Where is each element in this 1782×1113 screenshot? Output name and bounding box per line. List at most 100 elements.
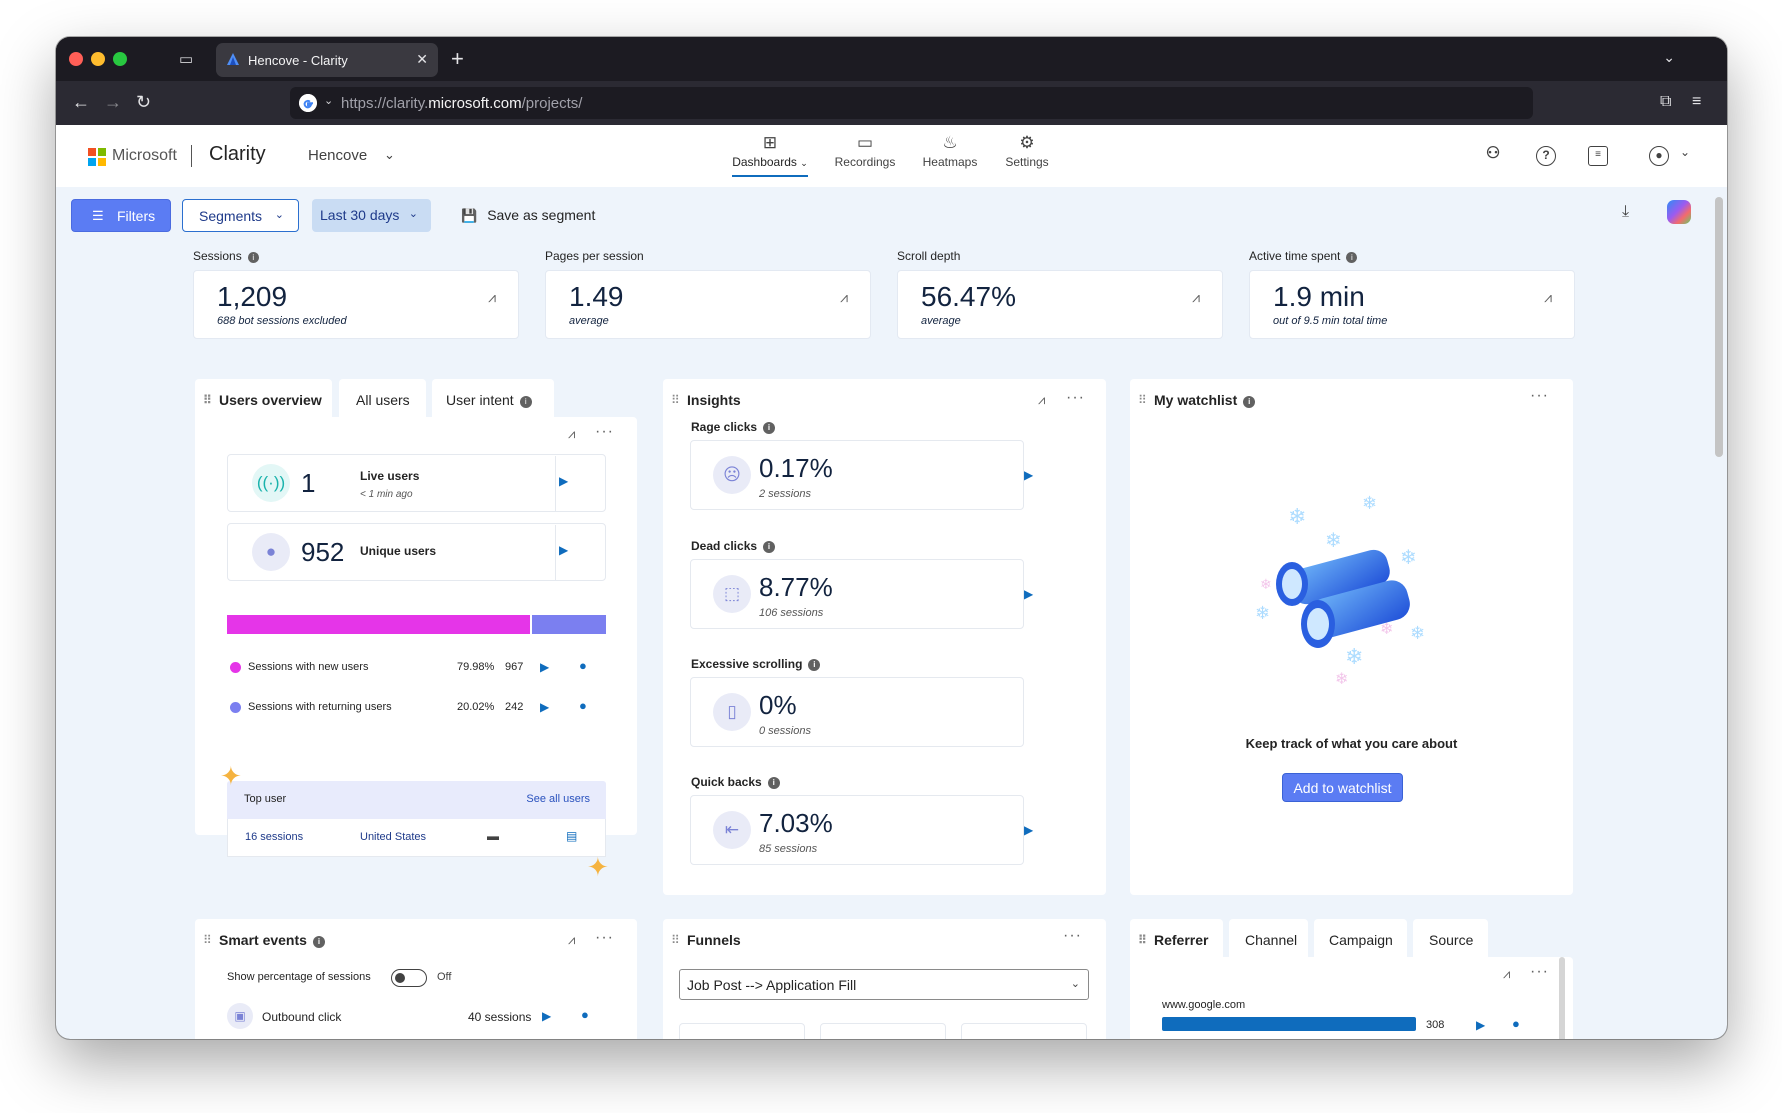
copilot-icon[interactable] xyxy=(1667,200,1691,224)
browser-tab[interactable]: Hencove - Clarity ✕ xyxy=(216,43,438,77)
info-icon[interactable]: i xyxy=(519,396,532,408)
live-users-card[interactable]: ((·)) 1 Live users < 1 min ago ▶ xyxy=(227,454,606,512)
drag-handle-icon[interactable]: ⠿ xyxy=(671,393,680,407)
bar-returning-users[interactable] xyxy=(532,615,606,634)
nav-recordings[interactable]: ▭ Recordings xyxy=(834,133,896,169)
tab-all-users[interactable]: All users xyxy=(339,379,426,419)
project-selector[interactable]: Hencove xyxy=(308,147,368,164)
product-name[interactable]: Clarity xyxy=(209,143,266,165)
insight-card-quick-backs[interactable]: ⇤ 7.03% 85 sessions ▶ xyxy=(690,795,1033,865)
metric-card-scroll-depth[interactable]: 56.47% average ⩘ xyxy=(897,270,1223,339)
trend-chart-icon[interactable]: ⩘ xyxy=(1038,392,1046,407)
tab-users-overview[interactable]: ⠿ Users overview xyxy=(195,379,332,419)
info-icon[interactable]: i xyxy=(312,936,325,948)
more-options-icon[interactable]: ··· xyxy=(1530,387,1549,404)
video-icon[interactable]: ▶ xyxy=(542,1009,552,1023)
nav-dashboards[interactable]: ⊞ Dashboards ⌄ xyxy=(732,133,808,177)
download-icon[interactable]: ⤓ xyxy=(1622,203,1630,220)
segments-button[interactable]: Segments ⌄ xyxy=(182,199,299,232)
funnel-step-card[interactable] xyxy=(820,1023,946,1039)
video-icon[interactable]: ▶ xyxy=(1024,468,1034,482)
url-text[interactable]: https://clarity.microsoft.com/projects/ xyxy=(341,95,583,112)
tab-user-intent[interactable]: User intent i xyxy=(432,379,554,419)
tab-overview-icon[interactable]: ▭ xyxy=(179,51,194,68)
drag-handle-icon[interactable]: ⠿ xyxy=(203,933,212,947)
trend-chart-icon[interactable]: ⩘ xyxy=(568,426,576,441)
more-options-icon[interactable]: ··· xyxy=(1530,963,1549,980)
minimize-window-button[interactable] xyxy=(91,52,105,66)
insight-card-dead-clicks[interactable]: ⬚ 8.77% 106 sessions ▶ xyxy=(690,559,1033,629)
funnel-step-card[interactable] xyxy=(961,1023,1087,1039)
site-info-chevron-icon[interactable]: ⌄ xyxy=(324,95,334,107)
tab-campaign[interactable]: Campaign xyxy=(1314,919,1407,959)
drag-handle-icon[interactable]: ⠿ xyxy=(203,393,212,407)
heatmap-drop-icon[interactable]: ● xyxy=(581,1007,589,1022)
trend-chart-icon[interactable]: ⩘ xyxy=(840,289,848,305)
referrer-bar[interactable] xyxy=(1162,1017,1416,1031)
drag-handle-icon[interactable]: ⠿ xyxy=(671,933,680,947)
info-icon[interactable]: i xyxy=(808,659,821,671)
info-icon[interactable]: i xyxy=(1243,396,1256,408)
drag-handle-icon[interactable]: ⠿ xyxy=(1138,393,1147,407)
tab-list-chevron-icon[interactable]: ⌄ xyxy=(1663,49,1675,65)
trend-chart-icon[interactable]: ⩘ xyxy=(1544,289,1552,305)
metric-card-sessions[interactable]: 1,209 688 bot sessions excluded ⩘ xyxy=(193,270,519,339)
reload-icon[interactable]: ↻ xyxy=(136,92,152,112)
top-user-row[interactable]: 16 sessions United States ▬ ▤ xyxy=(227,819,606,857)
menu-icon[interactable]: ≡ xyxy=(1692,93,1702,110)
tab-source[interactable]: Source xyxy=(1413,919,1488,959)
project-chevron-down-icon[interactable]: ⌄ xyxy=(384,147,395,162)
forward-arrow-icon[interactable]: → xyxy=(104,92,122,112)
close-tab-icon[interactable]: ✕ xyxy=(416,51,428,67)
help-icon[interactable]: ? xyxy=(1536,146,1556,166)
insight-card-rage-clicks[interactable]: ☹ 0.17% 2 sessions ▶ xyxy=(690,440,1033,510)
metric-card-pages-per-session[interactable]: 1.49 average ⩘ xyxy=(545,270,871,339)
video-icon[interactable]: ▶ xyxy=(1024,587,1034,601)
percentage-toggle[interactable] xyxy=(391,969,427,987)
close-window-button[interactable] xyxy=(69,52,83,66)
bar-new-users[interactable] xyxy=(227,615,531,634)
video-icon[interactable]: ▶ xyxy=(540,660,550,674)
document-icon[interactable]: ≡ xyxy=(1588,146,1608,166)
more-options-icon[interactable]: ··· xyxy=(595,423,614,440)
info-icon[interactable]: i xyxy=(767,777,780,789)
tab-channel[interactable]: Channel xyxy=(1229,919,1308,959)
drag-handle-icon[interactable]: ⠿ xyxy=(1138,933,1147,947)
heatmap-drop-icon[interactable]: ● xyxy=(579,698,587,713)
metric-card-active-time[interactable]: 1.9 min out of 9.5 min total time ⩘ xyxy=(1249,270,1575,339)
people-icon[interactable]: ⚇ xyxy=(1485,145,1501,162)
see-all-users-link[interactable]: See all users xyxy=(526,793,590,805)
trend-chart-icon[interactable]: ⩘ xyxy=(1503,966,1511,981)
more-options-icon[interactable]: ··· xyxy=(1066,389,1085,406)
back-arrow-icon[interactable]: ← xyxy=(72,92,90,112)
info-icon[interactable]: i xyxy=(1346,252,1358,263)
save-segment-button[interactable]: 💾 Save as segment xyxy=(461,207,596,223)
maximize-window-button[interactable] xyxy=(113,52,127,66)
account-icon[interactable]: ● xyxy=(1649,146,1669,166)
funnel-step-card[interactable] xyxy=(679,1023,805,1039)
account-chevron-down-icon[interactable]: ⌄ xyxy=(1680,145,1691,159)
tab-referrer[interactable]: ⠿ Referrer xyxy=(1130,919,1223,959)
info-icon[interactable]: i xyxy=(763,422,776,434)
url-bar[interactable]: ⌄ https://clarity.microsoft.com/projects… xyxy=(290,87,1533,119)
heatmap-drop-icon[interactable]: ● xyxy=(579,658,587,673)
unique-users-card[interactable]: ● 952 Unique users ▶ xyxy=(227,523,606,581)
nav-settings[interactable]: ⚙ Settings xyxy=(1002,133,1052,169)
filters-button[interactable]: ☰ Filters xyxy=(71,199,171,232)
insight-card-excessive-scrolling[interactable]: ▯ 0% 0 sessions xyxy=(690,677,1024,747)
heatmap-drop-icon[interactable]: ● xyxy=(1512,1016,1520,1031)
video-icon[interactable]: ▶ xyxy=(540,700,550,714)
new-tab-icon[interactable]: + xyxy=(451,46,464,71)
extensions-icon[interactable]: ⧉ xyxy=(1660,93,1672,110)
video-icon[interactable]: ▶ xyxy=(559,543,569,557)
info-icon[interactable]: i xyxy=(247,252,259,263)
more-options-icon[interactable]: ··· xyxy=(595,929,614,946)
trend-chart-icon[interactable]: ⩘ xyxy=(568,932,576,947)
info-icon[interactable]: i xyxy=(763,541,776,553)
add-to-watchlist-button[interactable]: Add to watchlist xyxy=(1282,773,1403,802)
video-icon[interactable]: ▶ xyxy=(559,474,569,488)
date-range-button[interactable]: Last 30 days ⌄ xyxy=(312,199,431,232)
page-scrollbar[interactable] xyxy=(1715,197,1723,457)
nav-heatmaps[interactable]: ♨ Heatmaps xyxy=(920,133,980,169)
video-icon[interactable]: ▶ xyxy=(1024,823,1034,837)
